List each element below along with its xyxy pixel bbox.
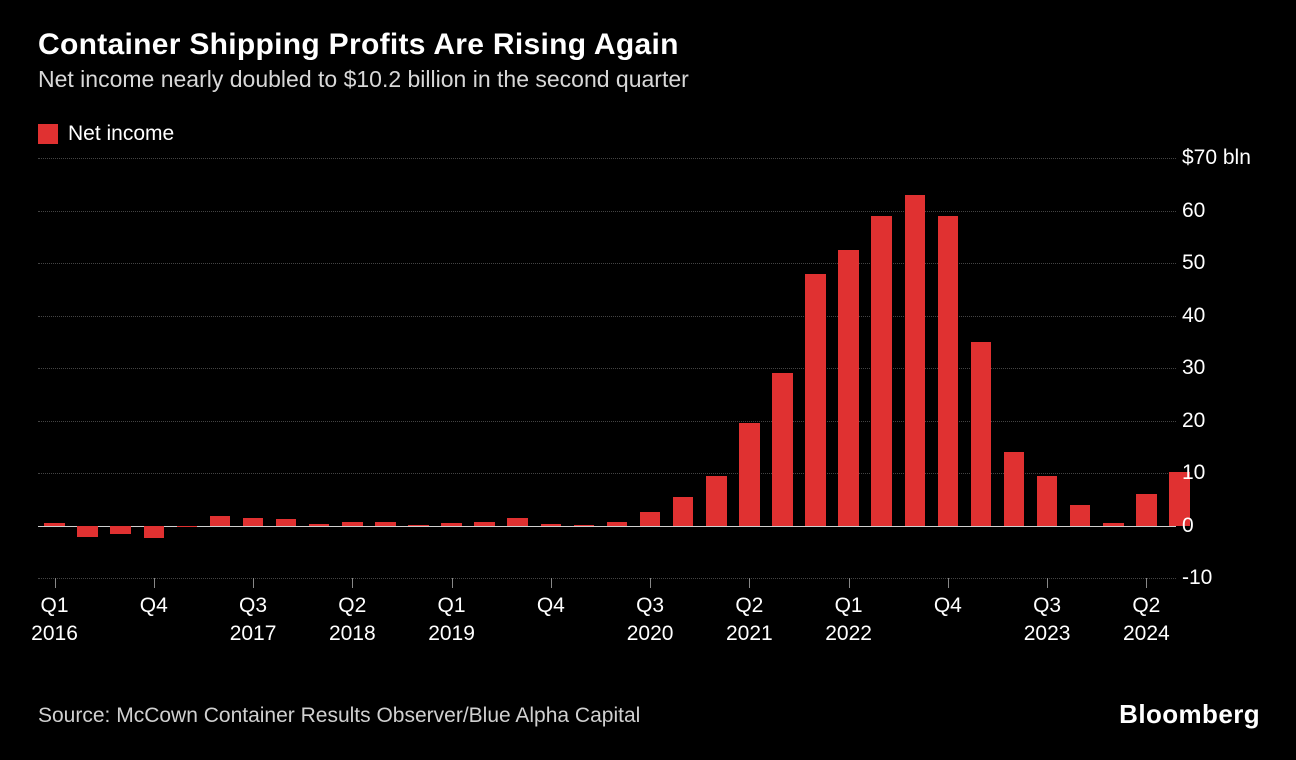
x-tick-quarter: Q2	[338, 594, 366, 618]
y-tick-label: 50	[1182, 251, 1205, 275]
x-tick-year: 2021	[726, 622, 773, 646]
gridline	[38, 578, 1176, 579]
x-tick-quarter: Q3	[239, 594, 267, 618]
bar	[971, 342, 992, 526]
x-tick-quarter: Q3	[1033, 594, 1061, 618]
bar	[938, 216, 959, 526]
gridline	[38, 211, 1176, 212]
legend-swatch	[38, 124, 58, 144]
x-tick-year: 2018	[329, 622, 376, 646]
x-tick-year: 2016	[31, 622, 78, 646]
gridline	[38, 158, 1176, 159]
x-tick-quarter: Q1	[835, 594, 863, 618]
bar	[144, 526, 165, 539]
x-tick-quarter: Q2	[735, 594, 763, 618]
x-tick-mark	[55, 578, 56, 588]
bar	[673, 497, 694, 526]
x-tick-year: 2017	[230, 622, 277, 646]
x-tick-year: 2024	[1123, 622, 1170, 646]
bar	[905, 195, 926, 526]
y-tick-label: 40	[1182, 304, 1205, 328]
x-tick-mark	[551, 578, 552, 588]
chart-panel: Container Shipping Profits Are Rising Ag…	[10, 10, 1286, 750]
x-tick-mark	[948, 578, 949, 588]
bar	[210, 516, 231, 525]
x-tick-quarter: Q4	[140, 594, 168, 618]
bar	[375, 522, 396, 526]
x-tick-year: 2022	[825, 622, 872, 646]
x-tick-mark	[1047, 578, 1048, 588]
bar	[1070, 505, 1091, 526]
bar	[706, 476, 727, 526]
chart-plot-area	[38, 158, 1176, 578]
bar	[243, 518, 264, 526]
x-tick-mark	[253, 578, 254, 588]
bar	[574, 525, 595, 526]
bar	[1004, 452, 1025, 526]
bar	[1136, 494, 1157, 526]
brand-logo: Bloomberg	[1119, 699, 1260, 730]
bar	[739, 423, 760, 525]
x-tick-mark	[1146, 578, 1147, 588]
x-tick-mark	[650, 578, 651, 588]
x-tick-year: 2019	[428, 622, 475, 646]
x-tick-mark	[154, 578, 155, 588]
bar	[871, 216, 892, 526]
bar	[309, 524, 330, 526]
y-tick-label: 0	[1182, 514, 1194, 538]
bar	[507, 518, 528, 526]
x-tick-quarter: Q4	[934, 594, 962, 618]
bar	[805, 274, 826, 526]
legend: Net income	[38, 122, 174, 146]
bar	[541, 524, 562, 525]
y-tick-label: $70 bln	[1182, 146, 1251, 170]
x-tick-quarter: Q2	[1132, 594, 1160, 618]
plot	[38, 158, 1176, 578]
bar	[640, 512, 661, 525]
bar	[838, 250, 859, 526]
y-tick-label: 10	[1182, 461, 1205, 485]
chart-title: Container Shipping Profits Are Rising Ag…	[38, 28, 679, 62]
x-tick-quarter: Q3	[636, 594, 664, 618]
bar	[276, 519, 297, 525]
x-tick-mark	[452, 578, 453, 588]
bar	[77, 526, 98, 537]
x-tick-mark	[849, 578, 850, 588]
y-tick-label: -10	[1182, 566, 1212, 590]
bar	[110, 526, 131, 534]
x-tick-mark	[352, 578, 353, 588]
y-tick-label: 60	[1182, 199, 1205, 223]
bar	[441, 523, 462, 525]
bar	[1103, 523, 1124, 526]
x-tick-quarter: Q1	[41, 594, 69, 618]
bar	[1037, 476, 1058, 526]
bar	[177, 526, 198, 527]
bar	[607, 522, 628, 525]
y-tick-label: 30	[1182, 356, 1205, 380]
x-tick-mark	[749, 578, 750, 588]
x-tick-quarter: Q4	[537, 594, 565, 618]
bar	[772, 373, 793, 525]
y-tick-label: 20	[1182, 409, 1205, 433]
gridline	[38, 421, 1176, 422]
bar	[44, 523, 65, 526]
x-axis-ticks: Q12016Q4Q32017Q22018Q12019Q4Q32020Q22021…	[38, 590, 1176, 680]
x-tick-quarter: Q1	[438, 594, 466, 618]
chart-subtitle: Net income nearly doubled to $10.2 billi…	[38, 66, 689, 93]
legend-label: Net income	[68, 122, 174, 146]
bar	[342, 522, 363, 525]
gridline	[38, 316, 1176, 317]
bar	[474, 522, 495, 525]
gridline	[38, 368, 1176, 369]
x-tick-year: 2023	[1024, 622, 1071, 646]
source-line: Source: McCown Container Results Observe…	[38, 704, 640, 728]
bar	[408, 525, 429, 526]
y-axis-ticks: -100102030405060$70 bln	[1176, 158, 1286, 578]
zero-line	[38, 526, 1176, 527]
x-tick-year: 2020	[627, 622, 674, 646]
gridline	[38, 263, 1176, 264]
